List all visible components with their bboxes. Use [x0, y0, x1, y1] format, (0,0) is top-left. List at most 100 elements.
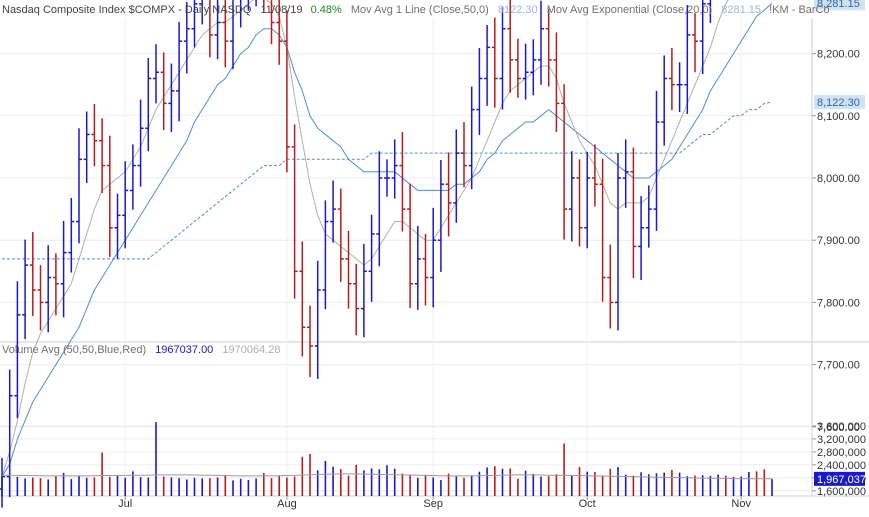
- change-text: 0.48%: [311, 4, 342, 16]
- price-bar: [270, 0, 275, 45]
- price-tick-label: 7,700.00: [817, 360, 860, 372]
- price-bar: [391, 139, 398, 199]
- price-bar: [45, 245, 52, 333]
- price-bar: [422, 233, 429, 306]
- price-bar: [484, 24, 491, 106]
- grid-layer: [0, 18, 869, 500]
- symbol-text: Nasdaq Composite Index $COMPX - Daily NA…: [2, 4, 252, 16]
- ma1-label: Mov Avg 1 Line (Close,50,0): [351, 4, 489, 16]
- price-bar: [14, 281, 21, 419]
- price-bar: [76, 128, 82, 244]
- price-bar: [692, 13, 698, 73]
- volume-value: 1967037.00: [155, 344, 213, 356]
- price-bar: [214, 0, 221, 60]
- date-tick-label: Aug: [277, 498, 297, 510]
- date-text: 11/08/19: [261, 4, 303, 16]
- price-bar: [584, 151, 591, 249]
- ma1-value: 8122.30: [498, 4, 538, 16]
- price-bar: [307, 305, 313, 378]
- volume-avg-line: [2, 473, 772, 480]
- volume-header-title: Volume Avg (50,50,Blue,Red) 1967037.00 1…: [2, 344, 281, 356]
- volume-tick-label: 3,600,000: [817, 421, 866, 433]
- price-bar: [630, 147, 637, 279]
- price-bar: [461, 122, 467, 188]
- price-bar: [453, 129, 460, 223]
- price-bar: [291, 124, 298, 299]
- price-bar: [368, 214, 375, 302]
- badge-ma50: 8,122.30: [817, 97, 860, 109]
- price-bar: [345, 230, 352, 309]
- price-bar: [314, 260, 321, 379]
- badge-volume: 1,967,037: [817, 474, 866, 486]
- price-tick-label: 8,100.00: [817, 111, 860, 123]
- price-bar: [276, 0, 283, 65]
- price-bar: [468, 86, 475, 190]
- price-bar: [222, 0, 229, 68]
- price-bar: [699, 0, 706, 75]
- price-bar: [568, 151, 575, 242]
- price-bar: [145, 57, 152, 152]
- price-bar: [615, 153, 621, 331]
- price-bar: [376, 151, 383, 267]
- price-bar: [122, 161, 129, 249]
- price-bar: [176, 21, 183, 122]
- price-bar: [360, 243, 367, 338]
- price-bar: [299, 241, 306, 357]
- price-bar: [247, 0, 250, 11]
- price-bar: [661, 55, 668, 146]
- price-bar: [437, 159, 444, 272]
- badge-volume-bg: [814, 471, 865, 486]
- volume-tick-label: 1,600,000: [817, 486, 866, 498]
- badge-ema: 8,281.15: [817, 0, 860, 10]
- price-bar: [522, 43, 529, 100]
- price-header-title: Nasdaq Composite Index $COMPX - Daily NA…: [2, 4, 830, 16]
- volume-tick-label: 2,800,000: [817, 447, 866, 459]
- ma50-line: [2, 101, 773, 260]
- price-bar: [209, 0, 213, 58]
- price-bar: [599, 158, 606, 302]
- volume-bars: [1, 422, 773, 496]
- price-bars: [0, 0, 712, 508]
- price-bar: [476, 48, 483, 136]
- overlay-label: !KM - BarCo: [769, 4, 830, 16]
- price-bar: [168, 63, 175, 132]
- volume-avg-polyline: [2, 473, 772, 480]
- price-tick-label: 8,000.00: [817, 173, 860, 185]
- volume-tick-label: 2,400,000: [817, 460, 866, 472]
- price-tick-label: 8,200.00: [817, 49, 860, 61]
- price-bar: [199, 0, 203, 25]
- ema-label: Mov Avg Exponential (Close,20,0): [547, 4, 713, 16]
- price-bar: [160, 52, 167, 131]
- price-bar: [638, 196, 645, 281]
- price-bar: [684, 5, 691, 114]
- price-bar: [491, 17, 498, 108]
- price-bar: [129, 144, 136, 210]
- volume-avg-value: 1970064.28: [222, 344, 280, 356]
- price-bar: [645, 185, 652, 248]
- price-bar: [414, 225, 421, 310]
- badge-ema-bg: [814, 0, 865, 11]
- price-bar: [191, 0, 198, 48]
- price-bar: [114, 193, 121, 259]
- price-bar: [99, 118, 106, 193]
- price-bar: [607, 244, 614, 329]
- price-tick-label: 7,900.00: [817, 235, 860, 247]
- price-bar: [52, 253, 59, 316]
- price-tick-label: 7,600.00: [817, 422, 860, 434]
- price-bar: [230, 0, 234, 70]
- price-bar: [29, 232, 36, 317]
- volume-label: Volume Avg (50,50,Blue,Red): [2, 344, 146, 356]
- price-bar: [183, 1, 190, 74]
- ema-value: 8281.15: [721, 4, 761, 16]
- price-bar: [430, 207, 437, 308]
- price-bar: [707, 0, 712, 24]
- value-badges: 8,475.318,383.468,281.158,122.301,967,03…: [814, 0, 866, 486]
- price-bar: [283, 10, 290, 173]
- price-bar: [653, 90, 660, 231]
- price-bar: [676, 62, 683, 113]
- badge-ma50-bg: [814, 95, 865, 110]
- price-bar: [399, 131, 406, 232]
- price-bar: [407, 183, 414, 308]
- price-bar: [591, 144, 598, 207]
- date-tick-label: Oct: [579, 498, 596, 510]
